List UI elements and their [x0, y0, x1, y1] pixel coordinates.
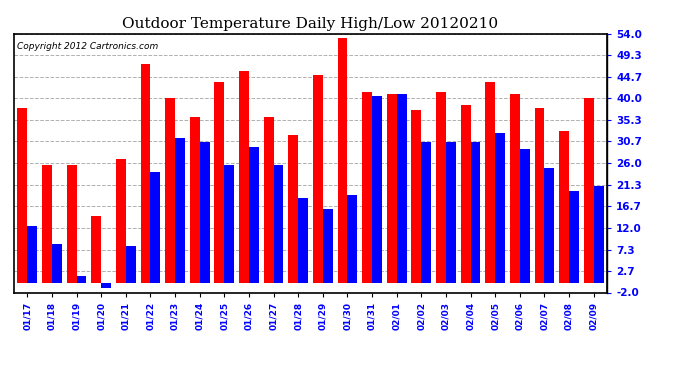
Bar — [446, 142, 456, 283]
Bar — [150, 172, 160, 283]
Bar — [288, 135, 298, 283]
Title: Outdoor Temperature Daily High/Low 20120210: Outdoor Temperature Daily High/Low 20120… — [122, 17, 499, 31]
Bar — [239, 71, 249, 283]
Bar — [461, 105, 471, 283]
Bar — [101, 283, 111, 288]
Bar — [593, 186, 604, 283]
Bar — [510, 94, 520, 283]
Bar — [42, 165, 52, 283]
Bar — [249, 147, 259, 283]
Bar — [495, 133, 505, 283]
Bar — [215, 82, 224, 283]
Bar — [362, 92, 372, 283]
Bar — [199, 142, 210, 283]
Bar — [52, 244, 62, 283]
Bar — [323, 209, 333, 283]
Bar — [569, 191, 579, 283]
Text: Copyright 2012 Cartronics.com: Copyright 2012 Cartronics.com — [17, 42, 158, 51]
Bar — [165, 99, 175, 283]
Bar — [126, 246, 136, 283]
Bar — [17, 108, 28, 283]
Bar — [348, 195, 357, 283]
Bar — [436, 92, 446, 283]
Bar — [544, 168, 554, 283]
Bar — [190, 117, 199, 283]
Bar — [77, 276, 86, 283]
Bar — [141, 64, 150, 283]
Bar — [471, 142, 480, 283]
Bar — [224, 165, 234, 283]
Bar — [584, 99, 593, 283]
Bar — [397, 94, 406, 283]
Bar — [91, 216, 101, 283]
Bar — [116, 159, 126, 283]
Bar — [28, 225, 37, 283]
Bar — [485, 82, 495, 283]
Bar — [387, 94, 397, 283]
Bar — [313, 75, 323, 283]
Bar — [422, 142, 431, 283]
Bar — [175, 138, 185, 283]
Bar — [372, 96, 382, 283]
Bar — [559, 131, 569, 283]
Bar — [264, 117, 273, 283]
Bar — [273, 165, 284, 283]
Bar — [520, 149, 530, 283]
Bar — [337, 38, 348, 283]
Bar — [411, 110, 422, 283]
Bar — [535, 108, 544, 283]
Bar — [67, 165, 77, 283]
Bar — [298, 198, 308, 283]
